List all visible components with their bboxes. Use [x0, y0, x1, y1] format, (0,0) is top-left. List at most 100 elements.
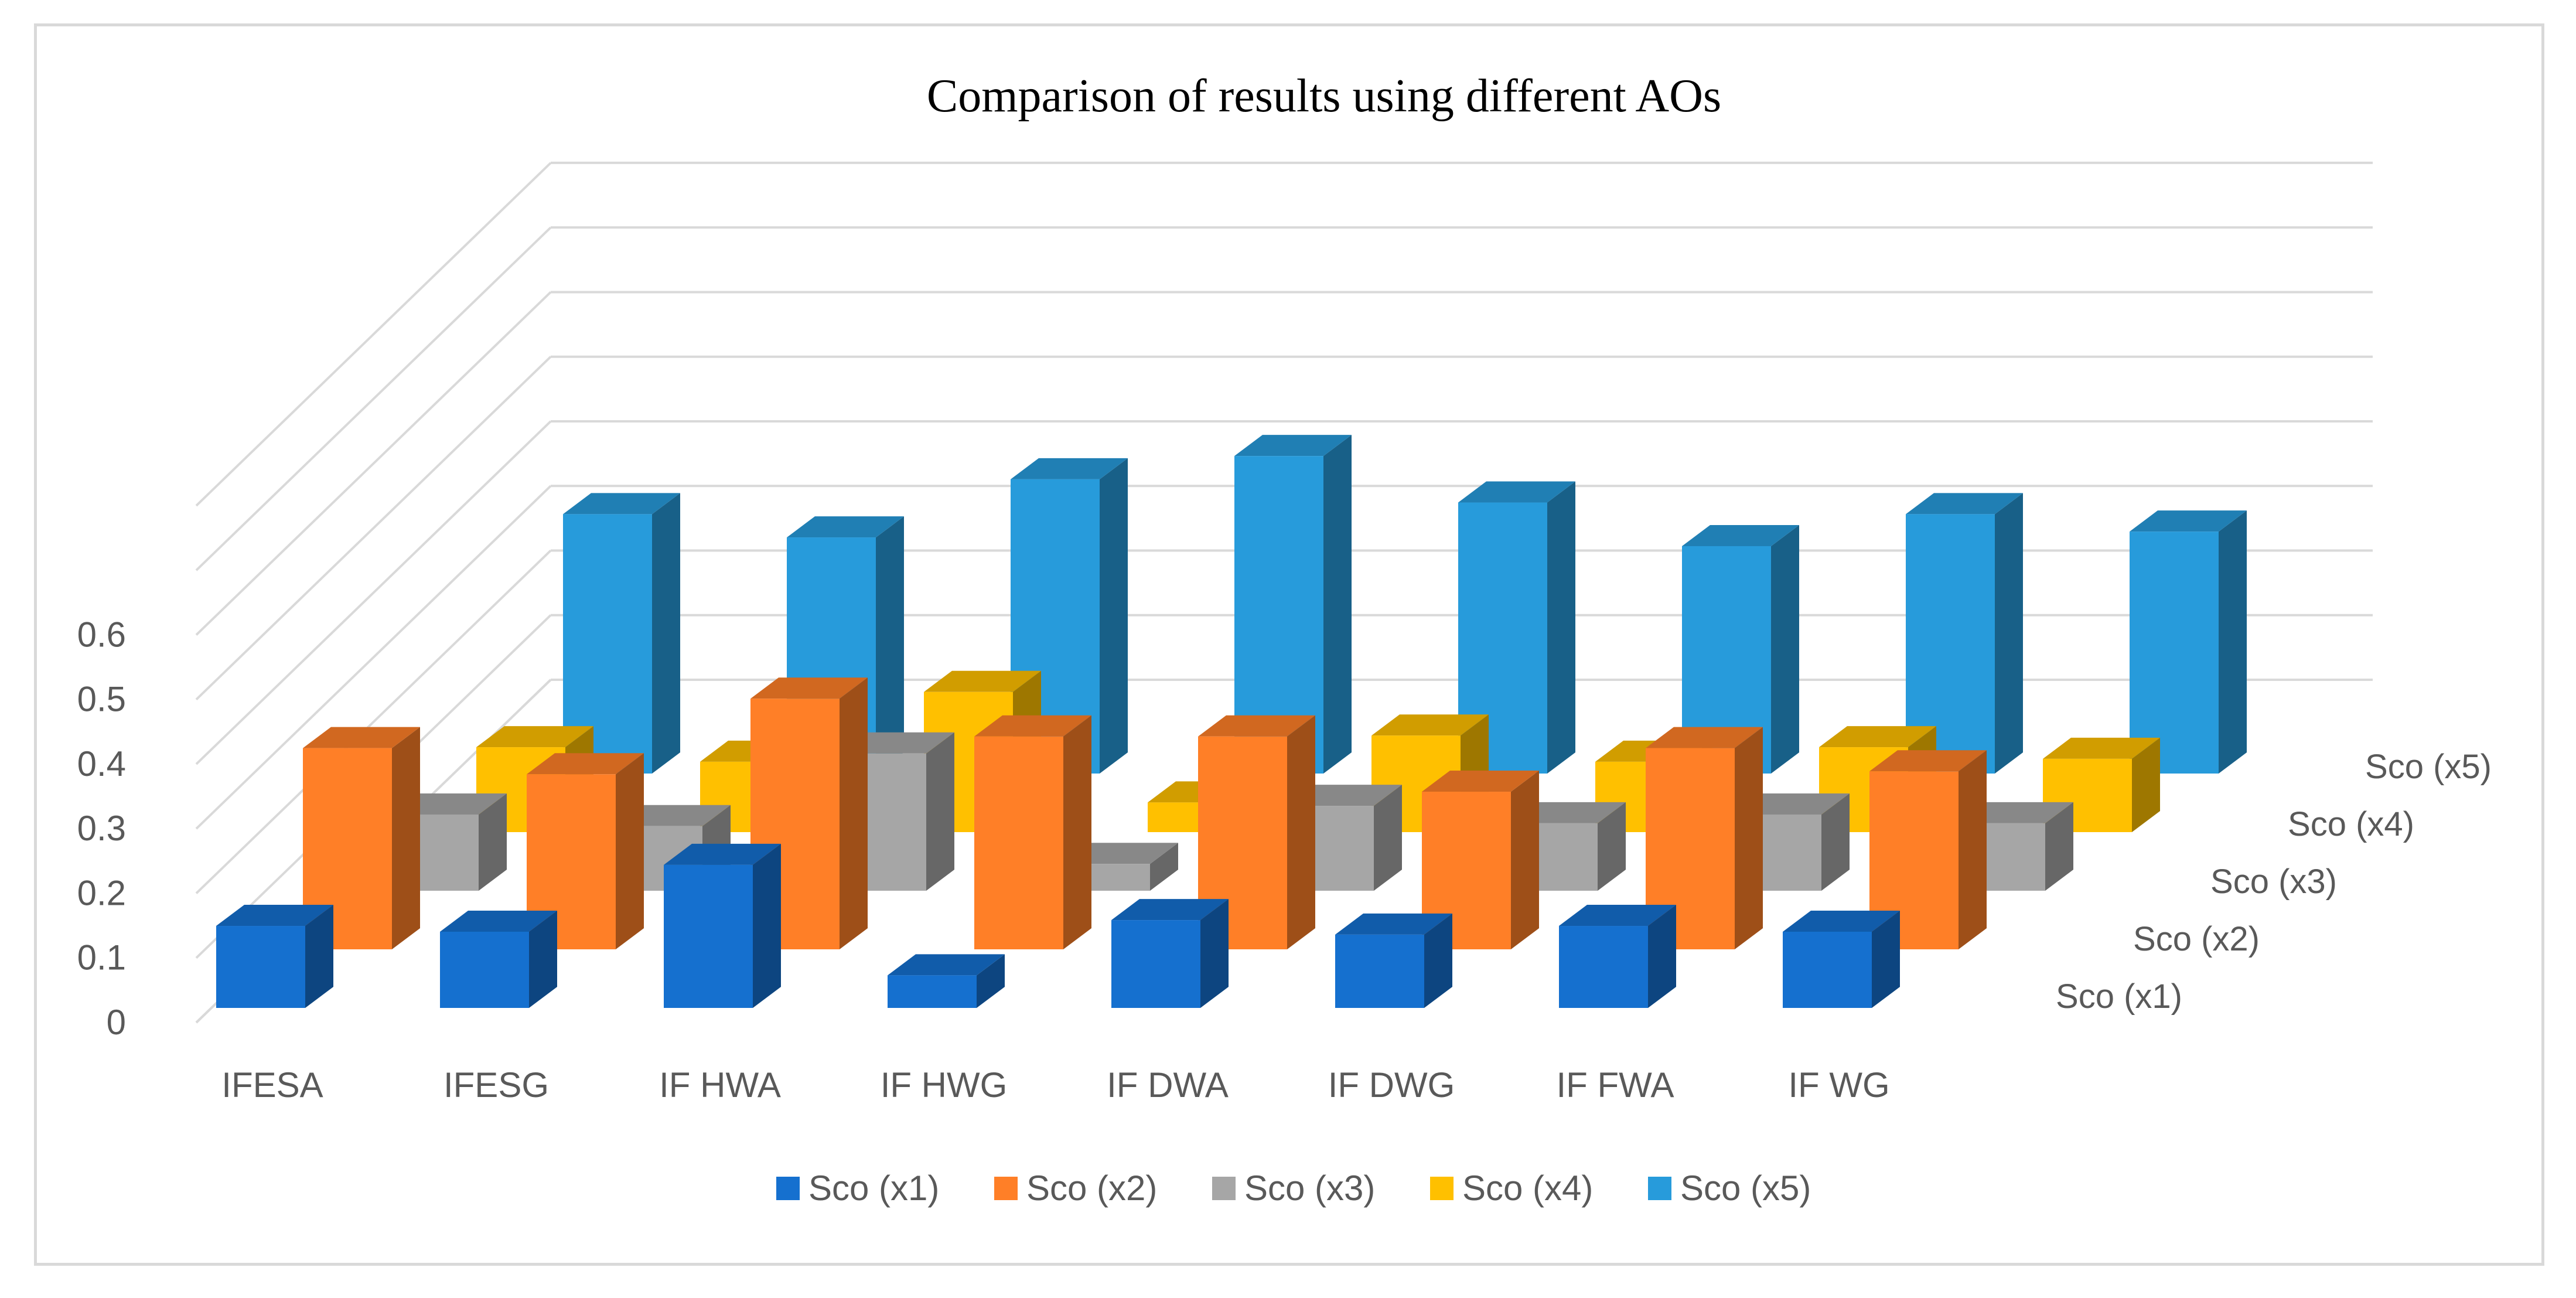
legend: Sco (x1) Sco (x2) Sco (x3) Sco (x4) Sco (x5): [776, 1168, 1811, 1208]
bar-top: [1869, 750, 1987, 772]
x-axis-categories: IFESA IFESG IF HWA IF HWG IF DWA IF DWG IF FWA…: [221, 1065, 1889, 1105]
bar-front: [1559, 926, 1648, 1008]
bar-side: [392, 727, 420, 949]
x-category-label: IF DWG: [1328, 1065, 1455, 1105]
x-category-label: IF HWA: [659, 1065, 781, 1105]
chart-frame: [34, 23, 2544, 1266]
depth-series-label: Sco (x3): [2210, 863, 2337, 901]
bar-top: [303, 727, 420, 748]
y-axis-ticks: 0 0.1 0.2 0.3 0.4 0.5 0.6: [77, 615, 126, 1042]
gridline-side: [195, 162, 552, 507]
bar-top: [2043, 737, 2160, 759]
depth-series-label: Sco (x2): [2133, 920, 2260, 958]
legend-swatch: [994, 1177, 1018, 1200]
bar-side: [616, 753, 644, 949]
bar-side: [1821, 793, 1850, 891]
bar-side: [1648, 905, 1676, 1008]
depth-series-label: Sco (x1): [2056, 977, 2182, 1016]
bar-top: [924, 670, 1041, 692]
bar: [664, 843, 781, 1008]
legend-swatch: [1212, 1177, 1236, 1200]
y-tick-label: 0.5: [77, 680, 126, 719]
gridline-side: [195, 291, 552, 636]
bar-front: [440, 931, 529, 1008]
bar-side: [753, 843, 781, 1008]
bar-top: [1906, 493, 2023, 515]
gridline-side: [195, 420, 552, 765]
gridline-side: [195, 226, 552, 571]
bar-front: [1783, 931, 1872, 1008]
bar-front: [216, 926, 305, 1008]
bar-side: [2132, 737, 2160, 832]
bar-top: [440, 910, 557, 932]
y-tick-label: 0.1: [77, 938, 126, 977]
bar-side: [1374, 785, 1402, 891]
gridline-side: [195, 550, 552, 894]
bar-side: [1995, 493, 2023, 774]
bar-side: [1063, 715, 1091, 949]
legend-label: Sco (x2): [1026, 1168, 1157, 1208]
legend-swatch: [1648, 1177, 1671, 1200]
bar-side: [840, 677, 868, 949]
bar-side: [2219, 510, 2247, 774]
bar: [1335, 913, 1452, 1008]
bar: [888, 954, 1005, 1008]
x-category-label: IF FWA: [1556, 1065, 1674, 1105]
y-tick-label: 0.4: [77, 744, 126, 783]
bar-top: [1783, 910, 1900, 932]
gridline-side: [195, 485, 552, 830]
bar: [1111, 899, 1229, 1008]
bar-top: [750, 677, 868, 699]
bar-top: [216, 905, 333, 926]
bar-top: [888, 954, 1005, 976]
bar: [1458, 481, 1575, 774]
bar: [1559, 905, 1676, 1008]
depth-axis-series-labels: Sco (x1) Sco (x2) Sco (x3) Sco (x4) Sco (x5): [2056, 748, 2492, 1016]
bar-top: [476, 726, 593, 748]
bar-side: [529, 910, 557, 1008]
bar-front: [888, 975, 977, 1008]
legend-swatch: [776, 1177, 800, 1200]
bar-top: [787, 516, 904, 538]
y-tick-label: 0: [107, 1003, 126, 1042]
bar-side: [926, 732, 954, 891]
bar: [1783, 910, 1900, 1008]
depth-series-label: Sco (x5): [2365, 748, 2492, 786]
legend-label: Sco (x1): [808, 1168, 939, 1208]
bar-side: [1771, 524, 1799, 774]
bar-top: [1011, 458, 1128, 479]
bar-top: [563, 493, 680, 515]
x-category-label: IF HWG: [881, 1065, 1008, 1105]
bar-front: [1335, 934, 1424, 1008]
bar-side: [1511, 771, 1539, 949]
bar-top: [1111, 899, 1229, 921]
y-tick-label: 0.2: [77, 873, 126, 912]
legend-label: Sco (x3): [1244, 1168, 1375, 1208]
bar-top: [664, 843, 781, 865]
bar-top: [1335, 913, 1452, 935]
bar-side: [1872, 910, 1900, 1008]
legend-swatch: [1430, 1177, 1454, 1200]
bar-side: [1100, 458, 1128, 774]
bar-side: [1735, 727, 1763, 949]
legend-label: Sco (x4): [1462, 1168, 1593, 1208]
bar: [440, 910, 557, 1008]
bar-side: [2045, 802, 2073, 891]
bar-side: [1959, 750, 1987, 949]
bar-top: [974, 715, 1091, 737]
bar-side: [1598, 802, 1626, 891]
bar: [2130, 510, 2247, 774]
bar: [2043, 737, 2160, 832]
bar-front: [1111, 920, 1200, 1008]
depth-series-label: Sco (x4): [2288, 805, 2414, 843]
x-category-label: IFESG: [443, 1065, 549, 1105]
bar-front: [974, 736, 1063, 949]
gridline-side: [195, 356, 552, 701]
legend-label: Sco (x5): [1680, 1168, 1811, 1208]
bar-top: [1198, 715, 1315, 737]
bar-side: [1150, 843, 1178, 891]
bar-top: [1371, 714, 1489, 736]
bar-side: [1547, 481, 1575, 774]
bar-side: [479, 793, 507, 891]
